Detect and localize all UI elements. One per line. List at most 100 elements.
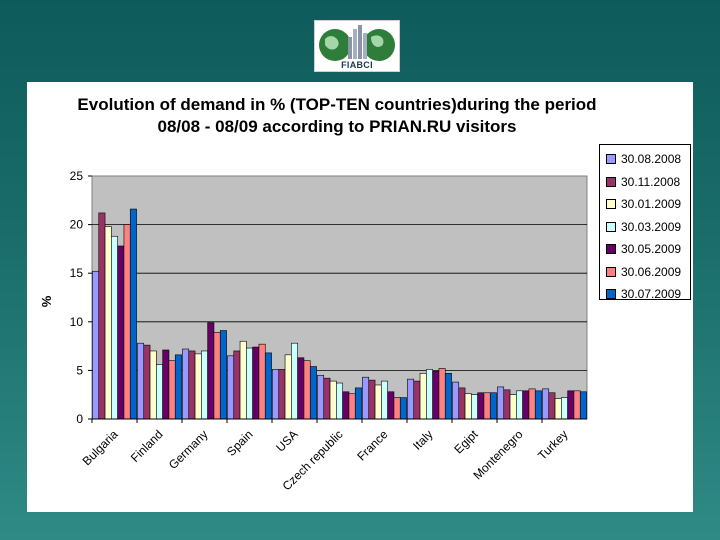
bar-30.03.2009-france bbox=[381, 380, 388, 420]
legend-swatch bbox=[606, 289, 616, 300]
x-tick-label: Spain bbox=[224, 427, 256, 459]
bar-30.08.2008-germany bbox=[182, 348, 190, 420]
bar-30.06.2009-czech-republic bbox=[348, 393, 356, 420]
legend-swatch bbox=[606, 176, 616, 187]
bar-30.03.2009-egipt bbox=[471, 394, 478, 420]
legend-item: 30.03.2009 bbox=[600, 216, 690, 239]
bar-30.07.2009-bulgaria bbox=[129, 208, 137, 420]
bar-30.08.2008-france bbox=[362, 376, 370, 420]
logo-text: FIABCI bbox=[341, 60, 373, 70]
bar-30.01.2009-germany bbox=[194, 353, 202, 420]
bar-30.03.2009-turkey bbox=[561, 397, 568, 420]
bar-30.08.2008-usa bbox=[272, 369, 280, 420]
legend-swatch bbox=[606, 154, 616, 165]
chart-legend: 30.08.2008 30.11.2008 30.01.2009 30.03.2009… bbox=[599, 144, 691, 301]
bar-30.01.2009-france bbox=[374, 384, 382, 420]
bar-30.07.2009-finland bbox=[174, 354, 182, 420]
legend-item: 30.07.2009 bbox=[600, 283, 690, 306]
bar-30.06.2009-germany bbox=[213, 332, 221, 420]
x-tick-label: Egipt bbox=[451, 427, 481, 457]
bar-30.01.2009-czech-republic bbox=[329, 380, 337, 420]
legend-label: 30.05.2009 bbox=[621, 242, 682, 257]
bar-30.01.2009-bulgaria bbox=[104, 226, 112, 420]
bar-30.11.2008-montenegro bbox=[503, 389, 511, 420]
bar-30.05.2009-finland bbox=[162, 349, 170, 420]
bar-30.07.2009-spain bbox=[264, 352, 272, 420]
bar-30.01.2009-egipt bbox=[464, 393, 472, 420]
bar-30.08.2008-turkey bbox=[542, 388, 550, 420]
bar-30.05.2009-turkey bbox=[567, 390, 575, 420]
bar-chart: 0 5 10 15 20 25% Bulgaria Finland Germany Spain US… bbox=[39, 169, 588, 493]
legend-item: 30.05.2009 bbox=[600, 238, 690, 261]
bar-30.11.2008-turkey bbox=[548, 392, 556, 420]
x-tick-label: Bulgaria bbox=[80, 427, 121, 468]
bar-30.08.2008-montenegro bbox=[497, 386, 505, 420]
x-tick-label: Finland bbox=[128, 427, 166, 465]
bar-30.08.2008-czech-republic bbox=[317, 374, 325, 420]
bar-30.01.2009-italy bbox=[419, 373, 427, 420]
bar-30.01.2009-turkey bbox=[554, 398, 562, 420]
bar-30.03.2009-italy bbox=[426, 369, 433, 420]
legend-item: 30.11.2008 bbox=[600, 171, 690, 194]
y-axis-label: % bbox=[39, 295, 54, 307]
bar-30.01.2009-usa bbox=[284, 354, 292, 420]
legend-item: 30.01.2009 bbox=[600, 193, 690, 216]
bar-30.11.2008-germany bbox=[188, 350, 196, 420]
bar-30.01.2009-spain bbox=[239, 340, 247, 420]
y-tick-label: 15 bbox=[70, 266, 84, 280]
bar-30.11.2008-bulgaria bbox=[98, 212, 106, 420]
bar-30.03.2009-usa bbox=[291, 342, 298, 420]
bar-30.03.2009-bulgaria bbox=[111, 235, 118, 420]
x-tick-label: Italy bbox=[410, 427, 435, 452]
x-tick-label: Turkey bbox=[535, 427, 571, 463]
bar-30.05.2009-bulgaria bbox=[117, 245, 125, 420]
bar-30.06.2009-egipt bbox=[483, 392, 491, 420]
bar-30.05.2009-france bbox=[387, 391, 395, 420]
y-tick-label: 25 bbox=[70, 169, 84, 183]
legend-item: 30.08.2008 bbox=[600, 148, 690, 171]
bar-30.07.2009-montenegro bbox=[534, 390, 542, 420]
bar-30.03.2009-finland bbox=[156, 364, 163, 420]
bar-30.11.2008-italy bbox=[413, 380, 421, 420]
bar-30.03.2009-spain bbox=[246, 347, 253, 420]
bar-30.07.2009-france bbox=[399, 397, 407, 420]
x-tick-label: USA bbox=[273, 427, 300, 454]
legend-label: 30.03.2009 bbox=[621, 219, 682, 234]
legend-swatch bbox=[606, 266, 616, 277]
bar-30.07.2009-turkey bbox=[579, 391, 587, 420]
y-tick-label: 0 bbox=[76, 412, 83, 426]
bar-30.11.2008-finland bbox=[143, 344, 151, 420]
chart-panel: 0 5 10 15 20 25% Bulgaria Finland Germany Spain US… bbox=[27, 82, 693, 512]
chart-title: Evolution of demand in % (TOP-TEN countr… bbox=[77, 95, 597, 136]
legend-label: 30.07.2009 bbox=[621, 287, 682, 302]
bar-30.07.2009-germany bbox=[219, 330, 227, 420]
bar-30.01.2009-finland bbox=[149, 350, 157, 420]
bar-30.06.2009-spain bbox=[258, 343, 266, 420]
bar-30.08.2008-egipt bbox=[452, 381, 460, 420]
bar-30.08.2008-finland bbox=[137, 342, 145, 420]
y-tick-label: 20 bbox=[70, 218, 84, 232]
legend-swatch bbox=[606, 221, 616, 232]
bar-30.05.2009-spain bbox=[252, 346, 260, 420]
bar-30.05.2009-czech-republic bbox=[342, 391, 350, 420]
bar-30.08.2008-bulgaria bbox=[92, 270, 100, 420]
bar-30.07.2009-italy bbox=[444, 373, 452, 420]
bar-30.11.2008-czech-republic bbox=[323, 377, 331, 420]
bar-30.08.2008-italy bbox=[407, 378, 415, 420]
x-tick-label: Germany bbox=[166, 427, 211, 472]
y-tick-label: 5 bbox=[76, 363, 83, 377]
bar-30.05.2009-italy bbox=[432, 371, 440, 420]
bar-30.11.2008-usa bbox=[278, 369, 286, 420]
bar-30.03.2009-germany bbox=[201, 350, 208, 420]
fiabci-logo: FIABCI bbox=[314, 20, 400, 72]
bar-30.06.2009-bulgaria bbox=[123, 224, 131, 420]
legend-swatch bbox=[606, 199, 616, 210]
legend-label: 30.06.2009 bbox=[621, 264, 682, 279]
bar-30.05.2009-montenegro bbox=[522, 390, 530, 420]
bar-30.05.2009-germany bbox=[207, 322, 215, 420]
legend-label: 30.01.2009 bbox=[621, 197, 682, 212]
bar-30.05.2009-egipt bbox=[477, 392, 485, 420]
bar-30.06.2009-turkey bbox=[573, 390, 581, 420]
bar-30.08.2008-spain bbox=[227, 355, 235, 420]
x-tick-label: France bbox=[354, 427, 391, 464]
